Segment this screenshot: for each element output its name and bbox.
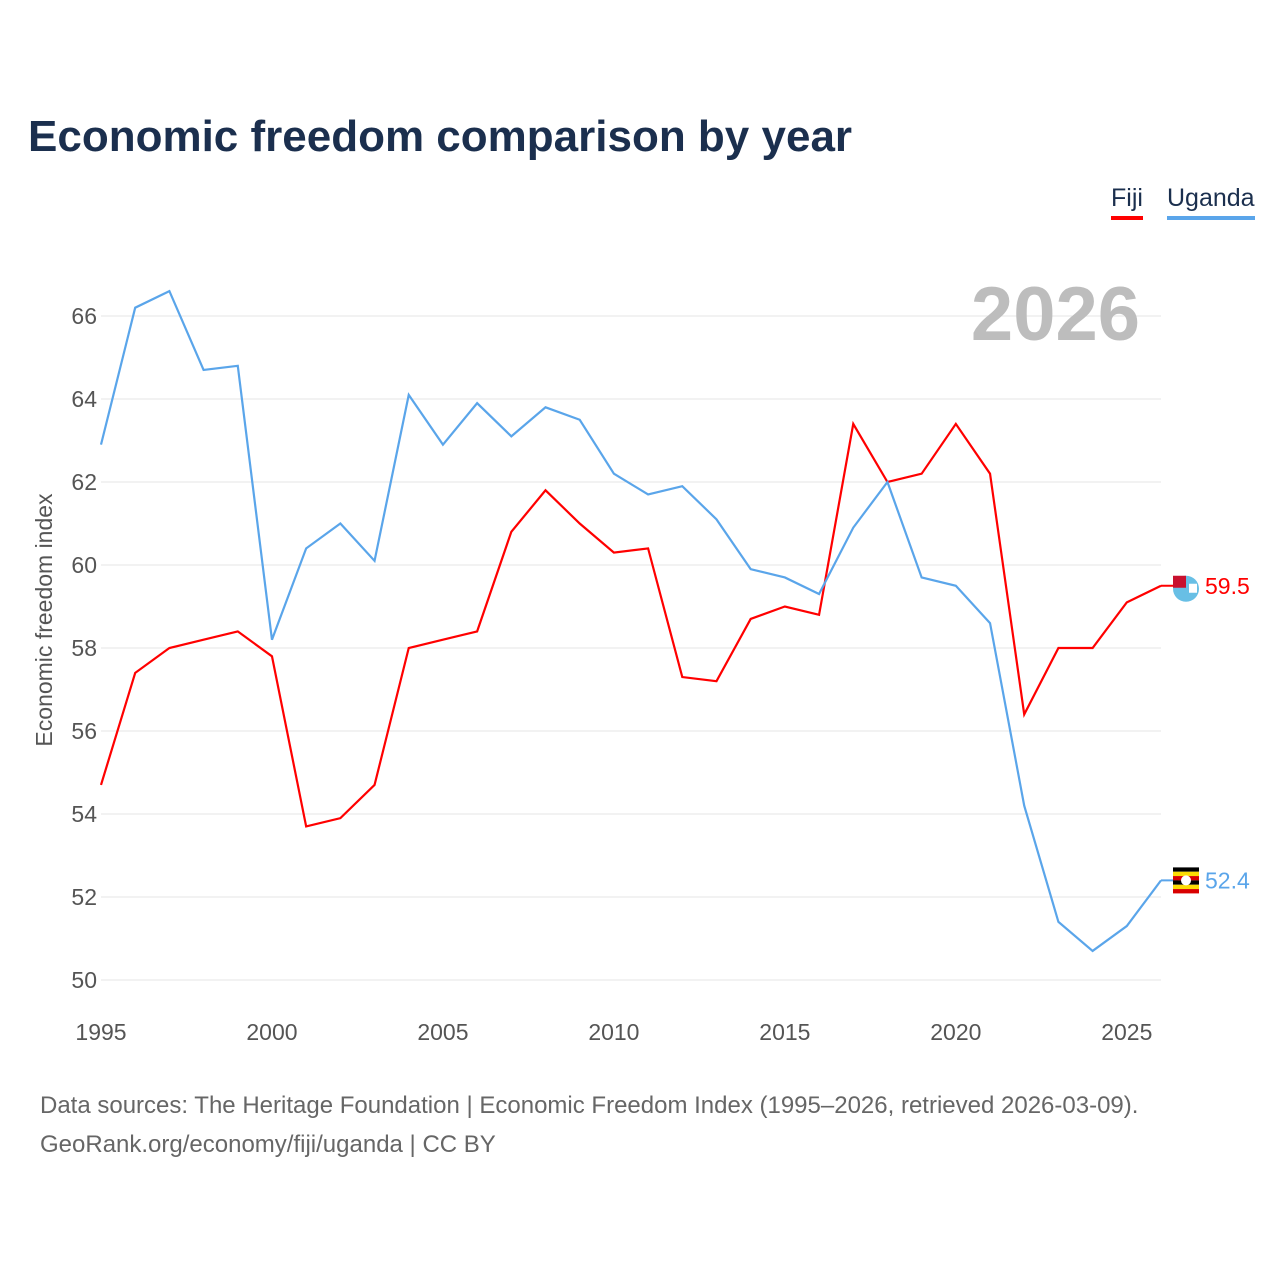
year-watermark: 2026 bbox=[971, 272, 1140, 357]
x-tick-label: 2010 bbox=[588, 1019, 639, 1045]
flag-stripe bbox=[1173, 871, 1199, 877]
flag-stripe bbox=[1173, 884, 1199, 890]
legend-uganda[interactable]: Uganda bbox=[1167, 184, 1255, 220]
y-axis-label: Economic freedom index bbox=[31, 493, 57, 747]
y-tick-label: 66 bbox=[71, 303, 97, 329]
flag-stripe bbox=[1173, 889, 1199, 894]
y-tick-label: 52 bbox=[71, 884, 97, 910]
x-tick-label: 2000 bbox=[246, 1019, 297, 1045]
flag-canton bbox=[1173, 575, 1186, 588]
y-tick-label: 64 bbox=[71, 386, 97, 412]
legend-fiji[interactable]: Fiji bbox=[1111, 184, 1143, 220]
flag-fiji-icon bbox=[1173, 575, 1199, 602]
footer: Data sources: The Heritage Foundation | … bbox=[40, 1086, 1138, 1164]
y-tick-label: 62 bbox=[71, 469, 97, 495]
flag-emblem bbox=[1181, 875, 1191, 886]
x-tick-label: 2005 bbox=[417, 1019, 468, 1045]
y-tick-label: 58 bbox=[71, 635, 97, 661]
x-tick-label: 2025 bbox=[1101, 1019, 1152, 1045]
end-value-label: 52.4 bbox=[1205, 867, 1250, 893]
y-tick-label: 50 bbox=[71, 967, 97, 993]
x-tick-label: 2015 bbox=[759, 1019, 810, 1045]
series-line-uganda bbox=[99, 289, 1162, 953]
y-tick-label: 54 bbox=[71, 801, 97, 827]
footer-link[interactable]: GeoRank.org/economy/fiji/uganda | CC BY bbox=[40, 1131, 496, 1158]
flag-stripe bbox=[1173, 867, 1199, 872]
flag-shield bbox=[1189, 583, 1197, 593]
flag-uganda-icon bbox=[1173, 867, 1199, 894]
chart-title: Economic freedom comparison by year bbox=[28, 112, 853, 161]
y-tick-label: 56 bbox=[71, 718, 97, 744]
x-tick-label: 1995 bbox=[75, 1019, 126, 1045]
x-tick-label: 2020 bbox=[930, 1019, 981, 1045]
footer-sources: Data sources: The Heritage Foundation | … bbox=[40, 1092, 1139, 1119]
series-line-fiji bbox=[99, 420, 1162, 828]
y-tick-label: 60 bbox=[71, 552, 97, 578]
end-value-label: 59.5 bbox=[1205, 573, 1250, 599]
